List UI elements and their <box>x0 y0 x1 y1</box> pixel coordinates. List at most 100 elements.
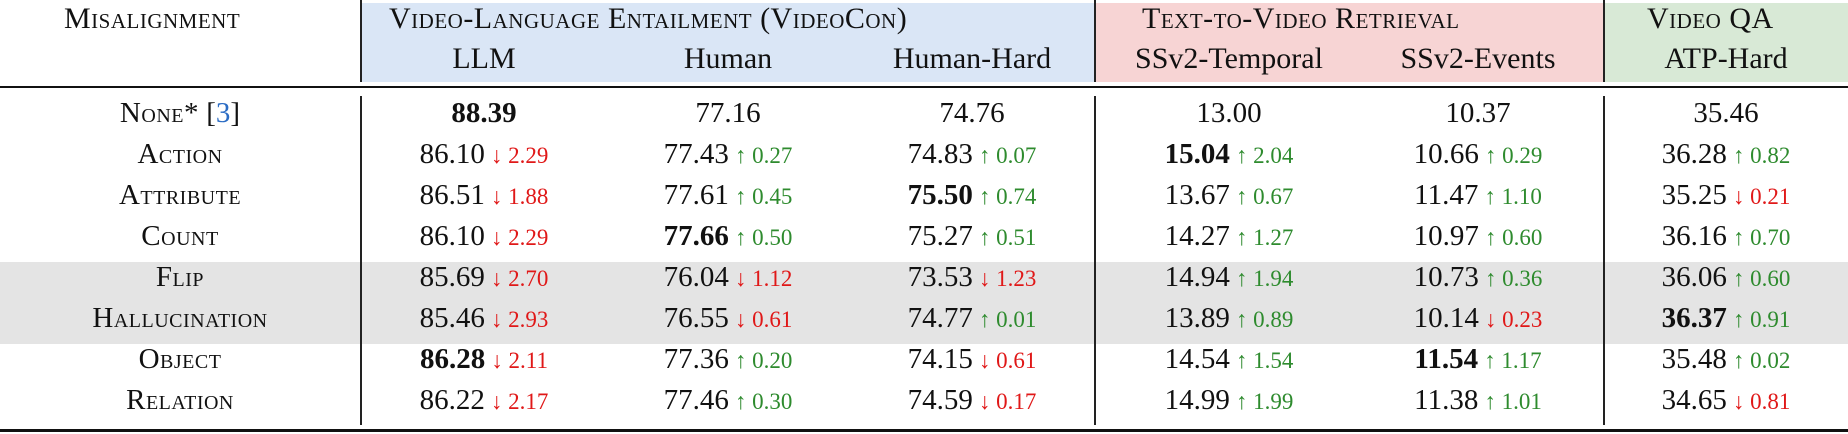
cell-value: 11.54 <box>1414 343 1479 375</box>
cell-delta: ↓ 1.12 <box>734 266 793 291</box>
cell-value: 35.48 <box>1661 343 1727 375</box>
cell-llm: 86.28 ↓ 2.11 <box>420 343 548 376</box>
table-row: Attribute 86.51 ↓ 1.88 77.61 ↑ 0.45 75.50 ↑ 0.… <box>0 179 1848 220</box>
cell-value: 73.53 <box>907 261 973 293</box>
divider-1-body <box>360 96 362 425</box>
cell-value: 74.77 <box>907 302 973 334</box>
row-label: Relation <box>126 384 234 417</box>
divider-2 <box>1094 0 1096 82</box>
cell-human: 77.16 <box>695 97 760 130</box>
cell-value: 85.69 <box>419 261 485 293</box>
header-rule <box>0 86 1848 88</box>
cell-value: 10.97 <box>1413 220 1479 252</box>
cell-value: 85.46 <box>419 302 485 334</box>
cell-delta: ↓ 2.29 <box>490 143 549 168</box>
cell-delta: ↑ 0.60 <box>1484 225 1543 250</box>
cell-value: 14.27 <box>1164 220 1230 252</box>
cell-human-hard: 75.50 ↑ 0.74 <box>908 179 1037 212</box>
cell-value: 14.54 <box>1164 343 1230 375</box>
divider-3-body <box>1603 96 1605 425</box>
row-label-text: Count <box>141 220 219 252</box>
cell-value: 11.38 <box>1414 384 1479 416</box>
cell-atp-hard: 36.37 ↑ 0.91 <box>1662 302 1791 335</box>
cell-delta: ↑ 0.67 <box>1235 184 1294 209</box>
table-row: Relation 86.22 ↓ 2.17 77.46 ↑ 0.30 74.59 ↓ 0.1… <box>0 384 1848 425</box>
divider-3 <box>1603 0 1605 82</box>
group-bg-retrieval <box>1095 3 1604 82</box>
cell-value: 13.00 <box>1196 97 1262 129</box>
cell-value: 86.10 <box>419 138 485 170</box>
cell-llm: 86.10 ↓ 2.29 <box>420 220 549 253</box>
cell-llm: 86.51 ↓ 1.88 <box>420 179 549 212</box>
cell-delta: ↓ 0.61 <box>978 348 1037 373</box>
cell-delta: ↑ 0.51 <box>978 225 1037 250</box>
cell-value: 77.36 <box>663 343 729 375</box>
cell-value: 10.66 <box>1413 138 1479 170</box>
cell-value: 35.25 <box>1661 179 1727 211</box>
cell-value: 77.16 <box>695 97 761 129</box>
cell-atp-hard: 36.16 ↑ 0.70 <box>1662 220 1791 253</box>
cell-delta: ↓ 0.61 <box>734 307 793 332</box>
cell-delta: ↓ 0.81 <box>1732 389 1791 414</box>
cell-ssv2-temporal: 13.89 ↑ 0.89 <box>1165 302 1294 335</box>
group-bg-videoqa <box>1604 3 1848 82</box>
cell-llm: 86.10 ↓ 2.29 <box>420 138 549 171</box>
cell-value: 76.04 <box>663 261 729 293</box>
cell-human-hard: 74.76 <box>939 97 1004 130</box>
cell-delta: ↓ 0.17 <box>978 389 1037 414</box>
col-header-ssv2-temporal: SSv2-Temporal <box>1135 42 1323 75</box>
cell-delta: ↑ 0.70 <box>1732 225 1791 250</box>
row-label: Hallucination <box>92 302 267 335</box>
cell-human: 76.04 ↓ 1.12 <box>664 261 793 294</box>
cell-delta: ↑ 1.10 <box>1484 184 1542 209</box>
cell-delta: ↑ 0.60 <box>1732 266 1791 291</box>
cell-atp-hard: 35.25 ↓ 0.21 <box>1662 179 1791 212</box>
row-label: None* [3] <box>120 97 240 130</box>
col-header-atp-hard: ATP-Hard <box>1664 42 1788 75</box>
row-label-text: None* <box>119 97 199 129</box>
cell-delta: ↓ 2.93 <box>490 307 549 332</box>
cell-delta: ↑ 0.74 <box>978 184 1037 209</box>
cell-value: 77.66 <box>663 220 729 252</box>
col-header-human-hard: Human-Hard <box>892 42 1052 75</box>
cell-value: 88.39 <box>451 97 517 129</box>
row-label-text: Attribute <box>118 179 242 211</box>
cell-llm: 88.39 <box>451 97 516 130</box>
cell-value: 77.61 <box>663 179 729 211</box>
group-title-videoqa: Video QA <box>1647 2 1774 35</box>
col-header-human: Human <box>683 42 773 75</box>
cell-value: 77.43 <box>663 138 729 170</box>
cell-delta: ↑ 1.27 <box>1235 225 1294 250</box>
cell-delta: ↓ 1.88 <box>490 184 549 209</box>
cell-ssv2-temporal: 13.67 ↑ 0.67 <box>1165 179 1294 212</box>
cell-delta: ↓ 0.21 <box>1732 184 1791 209</box>
cell-ssv2-temporal: 14.54 ↑ 1.54 <box>1165 343 1294 376</box>
cell-delta: ↑ 1.54 <box>1235 348 1294 373</box>
row-label: Object <box>139 343 222 376</box>
cell-value: 36.28 <box>1661 138 1727 170</box>
cell-delta: ↑ 0.27 <box>734 143 793 168</box>
cell-value: 15.04 <box>1164 138 1230 170</box>
group-title-entailment: Video-Language Entailment (VideoCon) <box>389 2 908 35</box>
col-header-ssv2-events: SSv2-Events <box>1400 42 1556 75</box>
cell-delta: ↑ 0.36 <box>1484 266 1543 291</box>
cell-delta: ↑ 1.94 <box>1235 266 1294 291</box>
cell-ssv2-events: 10.73 ↑ 0.36 <box>1414 261 1543 294</box>
shaded-row-band <box>0 262 1848 344</box>
cell-value: 34.65 <box>1661 384 1727 416</box>
cell-value: 74.15 <box>907 343 973 375</box>
cell-ssv2-temporal: 14.94 ↑ 1.94 <box>1165 261 1294 294</box>
cell-delta: ↑ 0.91 <box>1732 307 1791 332</box>
group-bg-entailment <box>361 3 1095 82</box>
row-label-text: Relation <box>126 384 234 416</box>
misalignment-header: Misalignment <box>64 2 241 35</box>
citation-link[interactable]: 3 <box>215 97 231 129</box>
cell-value: 10.37 <box>1445 97 1511 129</box>
cell-human: 77.46 ↑ 0.30 <box>664 384 793 417</box>
group-title-retrieval: Text-to-Video Retrieval <box>1142 2 1460 35</box>
cell-value: 76.55 <box>663 302 729 334</box>
table-row: Count 86.10 ↓ 2.29 77.66 ↑ 0.50 75.27 ↑ 0.51 14… <box>0 220 1848 261</box>
cell-human: 77.61 ↑ 0.45 <box>664 179 793 212</box>
cell-atp-hard: 35.48 ↑ 0.02 <box>1662 343 1791 376</box>
cell-value: 36.16 <box>1661 220 1727 252</box>
